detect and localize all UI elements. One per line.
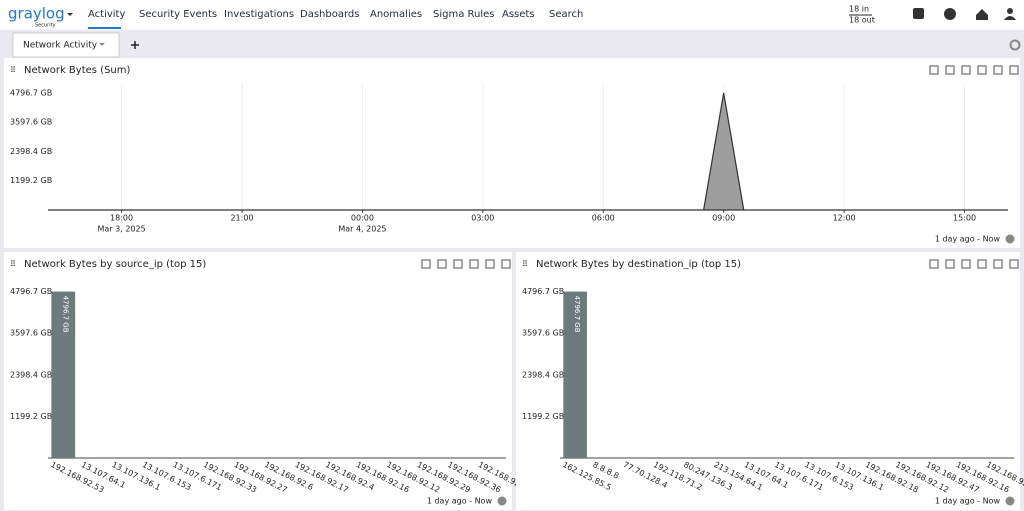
widget-action[interactable] — [485, 259, 495, 269]
x-tick-label: 18:00 — [110, 214, 133, 223]
logo-caret[interactable] — [67, 13, 73, 16]
user-icon[interactable] — [1007, 8, 1013, 14]
x-tick-label: 15:00 — [953, 214, 976, 223]
x-tick-date: Mar 3, 2025 — [98, 225, 146, 234]
widget-action[interactable] — [977, 259, 987, 269]
tab-label[interactable]: Network Activity — [23, 41, 98, 51]
widget-action[interactable] — [929, 65, 939, 75]
y-tick-label: 4796.7 GB — [522, 287, 564, 296]
widget-action[interactable] — [961, 259, 971, 269]
timerange: 1 day ago - Now — [427, 497, 493, 506]
nav-item[interactable]: Anomalies — [370, 9, 422, 20]
widget-action[interactable] — [993, 259, 1003, 269]
y-tick-label: 1199.2 GB — [522, 412, 564, 421]
y-tick-label: 2398.4 GB — [522, 370, 564, 379]
bar[interactable] — [563, 291, 587, 458]
y-tick-label: 3597.6 GB — [522, 329, 564, 338]
value-label: 4796.7 GB — [573, 296, 581, 333]
widget-action[interactable] — [961, 65, 971, 75]
widget-action[interactable] — [501, 259, 511, 269]
tab-bar — [0, 30, 1024, 57]
x-tick-label: 12:00 — [833, 214, 856, 223]
x-tick-date: Mar 4, 2025 — [338, 225, 386, 234]
widget — [4, 58, 1020, 248]
y-tick-label: 1199.2 GB — [10, 412, 52, 421]
y-tick-label: 1199.2 GB — [10, 176, 52, 185]
widget-action[interactable] — [437, 259, 447, 269]
y-tick-label: 4796.7 GB — [10, 88, 52, 97]
x-tick-label: 09:00 — [712, 214, 735, 223]
widget — [4, 252, 512, 510]
throughput-out[interactable]: 18 out — [849, 16, 875, 25]
y-tick-label: 3597.6 GB — [10, 329, 52, 338]
nav-item[interactable]: Assets — [502, 9, 535, 20]
timerange: 1 day ago - Now — [935, 497, 1001, 506]
widget-title: Network Bytes (Sum) — [24, 65, 131, 76]
drag-handle: ⠿ — [10, 260, 16, 269]
settings-icon[interactable] — [1009, 39, 1021, 51]
logo[interactable]: graylog — [8, 5, 65, 23]
value-label: 4796.7 GB — [61, 296, 69, 333]
y-tick-label: 2398.4 GB — [10, 370, 52, 379]
widget-action[interactable] — [945, 65, 955, 75]
x-tick-label: 21:00 — [230, 214, 253, 223]
bar[interactable] — [51, 291, 76, 458]
throughput-in[interactable]: 18 in — [849, 5, 869, 14]
add-tab[interactable] — [131, 41, 139, 49]
x-tick-label: 03:00 — [471, 214, 494, 223]
nav-item[interactable]: Sigma Rules — [433, 9, 495, 20]
widget-action[interactable] — [929, 259, 939, 269]
widget — [516, 252, 1020, 510]
widget-action[interactable] — [993, 65, 1003, 75]
widget-title: Network Bytes by destination_ip (top 15) — [536, 259, 741, 270]
widget-action[interactable] — [945, 259, 955, 269]
nav-item[interactable]: Investigations — [224, 9, 294, 20]
widget-action[interactable] — [1009, 259, 1019, 269]
timerange-help[interactable] — [1005, 234, 1015, 244]
nav-item[interactable]: Security Events — [139, 9, 217, 20]
home-icon[interactable] — [976, 9, 988, 20]
timerange-help[interactable] — [497, 496, 507, 506]
timerange: 1 day ago - Now — [935, 235, 1001, 244]
widget-action[interactable] — [469, 259, 479, 269]
timerange-help[interactable] — [1005, 496, 1015, 506]
nav-item[interactable]: Activity — [88, 9, 125, 20]
y-tick-label: 4796.7 GB — [10, 287, 52, 296]
y-tick-label: 2398.4 GB — [10, 147, 52, 156]
widget-action[interactable] — [1009, 65, 1019, 75]
tab-caret[interactable] — [99, 43, 105, 46]
nav-item[interactable]: Dashboards — [300, 9, 359, 20]
widget-title: Network Bytes by source_ip (top 15) — [24, 259, 206, 270]
widget-action[interactable] — [421, 259, 431, 269]
edit-icon[interactable] — [913, 8, 924, 19]
y-tick-label: 3597.6 GB — [10, 118, 52, 127]
help-icon[interactable] — [944, 8, 956, 20]
user-icon-body[interactable] — [1004, 16, 1016, 20]
drag-handle: ⠿ — [10, 66, 16, 75]
x-tick-label: 06:00 — [592, 214, 615, 223]
widget-action[interactable] — [453, 259, 463, 269]
drag-handle: ⠿ — [522, 260, 528, 269]
widget-action[interactable] — [977, 65, 987, 75]
x-tick-label: 00:00 — [351, 214, 374, 223]
area — [48, 92, 1008, 211]
logo-sub: Security — [35, 23, 56, 29]
nav-item[interactable]: Search — [549, 9, 583, 20]
